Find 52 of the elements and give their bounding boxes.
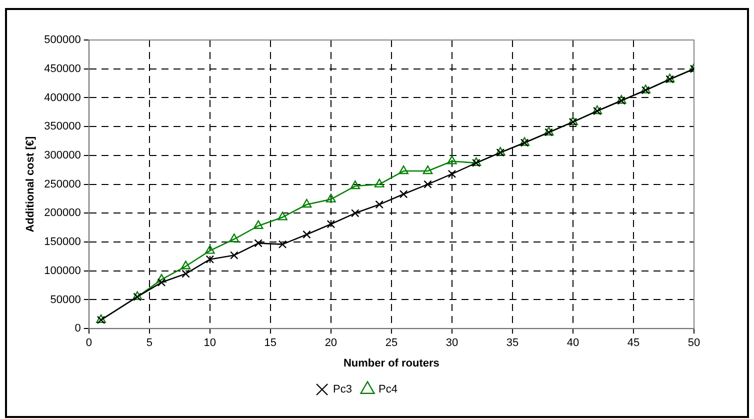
point	[156, 274, 166, 283]
y-tick-label: 350000	[44, 120, 81, 133]
point	[399, 190, 408, 198]
y-tick-label: 400000	[44, 92, 81, 104]
point	[302, 230, 311, 239]
point	[447, 156, 457, 164]
x-tick-label: 5	[146, 337, 152, 350]
x-tick-label: 40	[566, 337, 580, 350]
point	[374, 178, 384, 188]
point	[253, 220, 264, 229]
point	[326, 194, 336, 202]
point	[351, 209, 360, 218]
point	[424, 180, 432, 188]
point	[350, 180, 360, 190]
point	[422, 165, 433, 174]
y-tick-label: 250000	[44, 178, 81, 190]
point	[375, 200, 384, 209]
y-tick-label: 300000	[44, 149, 81, 162]
legend-label: Pc4	[378, 384, 398, 396]
y-tick-label: 100000	[44, 264, 81, 277]
y-tick-label: 200000	[44, 207, 81, 220]
point	[230, 251, 238, 260]
x-tick-label: 0	[86, 337, 92, 350]
y-tick-label: 0	[74, 322, 81, 335]
legend-label: Pc3	[333, 384, 352, 396]
point	[326, 220, 336, 228]
point	[398, 165, 408, 174]
point	[229, 234, 240, 242]
point	[448, 170, 456, 178]
point	[157, 278, 166, 287]
y-axis-title: Additional cost [€]	[24, 136, 37, 232]
point	[278, 240, 287, 248]
y-tick-label: 450000	[44, 62, 81, 75]
point	[278, 212, 288, 220]
point	[180, 260, 191, 270]
y-tick-label: 150000	[44, 236, 81, 248]
point	[204, 245, 215, 254]
point	[182, 270, 190, 278]
x-tick-label: 20	[324, 337, 338, 350]
x-tick-label: 10	[204, 337, 216, 350]
x-tick-label: 30	[446, 337, 458, 350]
x-tick-label: 25	[385, 337, 398, 350]
x-tick-label: 35	[506, 337, 519, 350]
point	[302, 198, 312, 208]
x-tick-label: 15	[264, 337, 277, 350]
y-tick-label: 500000	[44, 34, 81, 46]
point	[254, 239, 262, 248]
x-tick-label: 50	[688, 337, 700, 350]
x-axis-title: Number of routers	[343, 357, 440, 370]
y-tick-label: 50000	[50, 294, 81, 306]
x-tick-label: 45	[627, 337, 640, 350]
point	[206, 255, 214, 264]
